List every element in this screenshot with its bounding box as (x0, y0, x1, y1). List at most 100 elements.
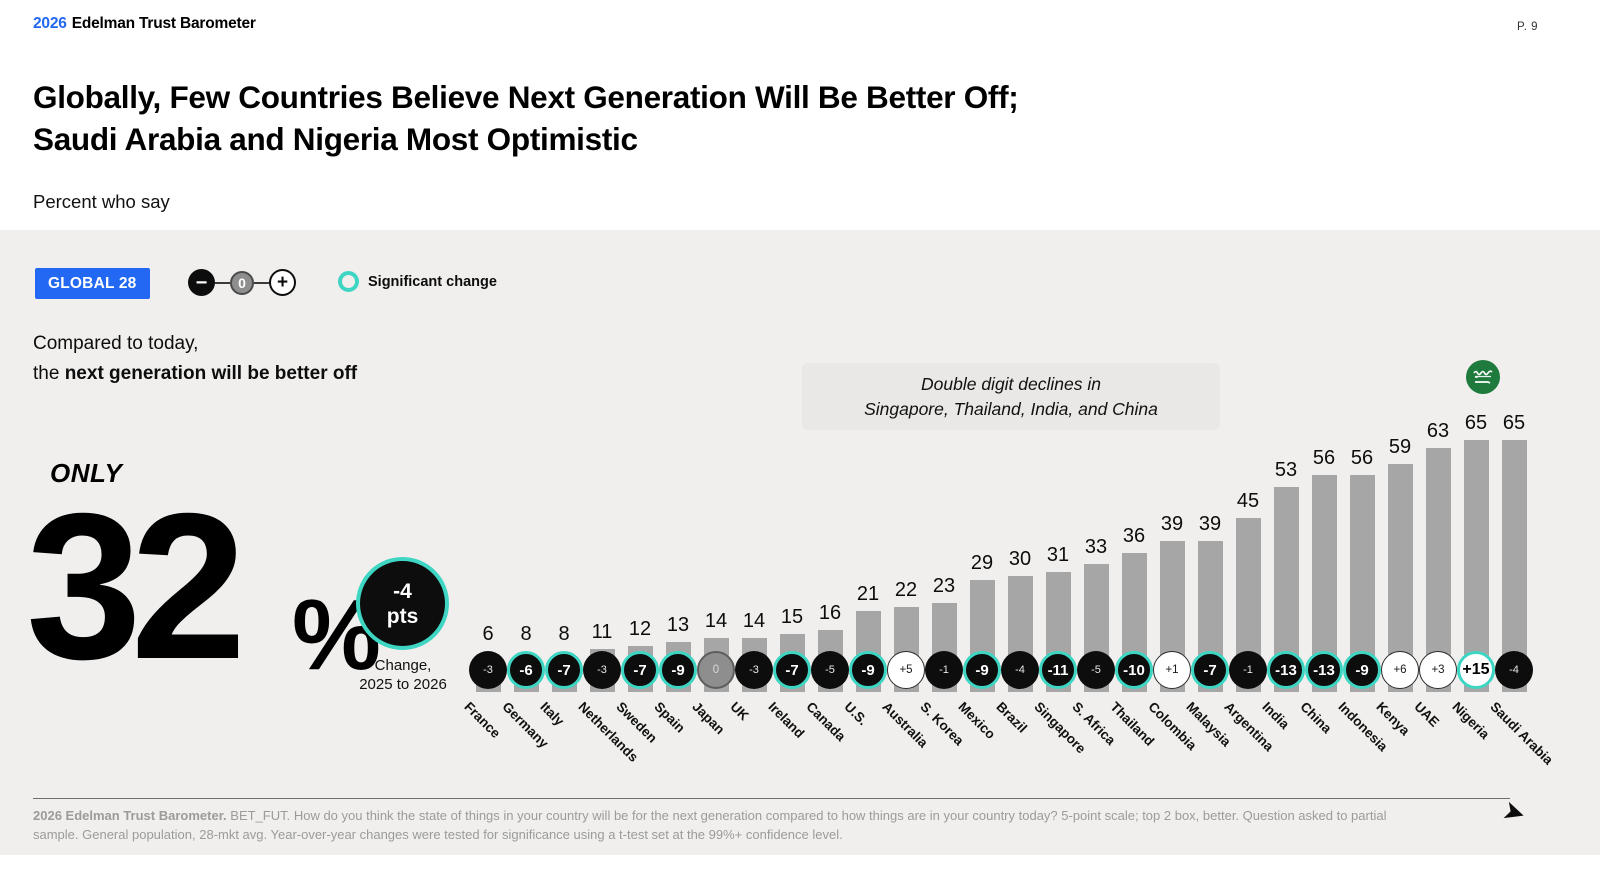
stepper-value: 0 (230, 270, 254, 295)
bar-value-label: 8 (520, 623, 532, 645)
country-label: Spain (651, 699, 688, 736)
footer-divider (33, 798, 1510, 799)
footer-line-1-rest: BET_FUT. How do you think the state of t… (226, 808, 1387, 823)
significant-change-legend: Significant change (338, 271, 497, 292)
brand-logo: 2026 Edelman Trust Barometer (33, 15, 256, 33)
footer-line-2: sample. General population, 28-mkt avg. … (33, 827, 843, 842)
bar-value-label: 59 (1388, 436, 1412, 458)
bar-value-label: 14 (742, 610, 766, 632)
statement-line-2: the next generation will be better off (33, 359, 357, 389)
saudi-arabia-flag-icon (1466, 360, 1500, 399)
country-label: Italy (537, 699, 568, 729)
bar-value-label: 29 (970, 552, 994, 574)
change-badge: -13 (1267, 651, 1305, 689)
statement-line-1: Compared to today, (33, 333, 199, 354)
bar (1501, 440, 1527, 692)
annotation-line-2: Singapore, Thailand, India, and China (864, 398, 1158, 419)
bar-value-label: 39 (1160, 513, 1184, 535)
only-label: ONLY (50, 458, 123, 488)
change-badge: -13 (1305, 651, 1343, 689)
change-badge: -3 (583, 651, 621, 689)
change-badge: -1 (925, 651, 963, 689)
bar-value-label: 65 (1464, 412, 1488, 434)
country-label: UAE (1411, 699, 1443, 730)
change-badge: -7 (545, 651, 583, 689)
change-badge: +5 (887, 651, 925, 689)
change-badge: -9 (849, 651, 887, 689)
bar-value-label: 63 (1426, 420, 1450, 442)
global-change-caption: Change, 2025 to 2026 (330, 656, 476, 694)
title-line-1: Globally, Few Countries Believe Next Gen… (33, 79, 1019, 115)
change-badge: -3 (469, 651, 507, 689)
country-label: France (461, 699, 504, 741)
caption-line-1: Change, (374, 657, 432, 674)
bar-value-label: 21 (856, 583, 880, 605)
country-label: Japan (689, 699, 728, 738)
bar-value-label: 22 (894, 579, 918, 601)
page-number: P. 9 (1517, 21, 1538, 33)
global-change-badge: -4 pts (356, 557, 449, 650)
global-change-unit: pts (386, 604, 419, 628)
statement-bold: next generation will be better off (64, 363, 358, 384)
global-change-value: -4 (393, 579, 412, 603)
bar-value-label: 13 (666, 614, 690, 636)
country-label: Saudi Arabia (1487, 699, 1557, 768)
annotation-line-1: Double digit declines in (921, 373, 1101, 394)
change-badge: 0 (697, 651, 735, 689)
change-badge: -11 (1039, 651, 1077, 689)
bar-value-label: 11 (591, 621, 613, 643)
change-badge: -5 (811, 651, 849, 689)
bar-value-label: 31 (1046, 544, 1070, 566)
statement-prefix: the (33, 363, 65, 384)
footer-source-bold: 2026 Edelman Trust Barometer. (33, 808, 227, 823)
bar-value-label: 15 (780, 606, 804, 628)
change-badge: -1 (1229, 651, 1267, 689)
logo-name: Edelman Trust Barometer (71, 15, 256, 32)
logo-year: 2026 (33, 15, 67, 32)
change-badge: +1 (1153, 651, 1191, 689)
change-badge: -9 (1343, 651, 1381, 689)
country-label: India (1259, 699, 1293, 732)
stepper-track (254, 281, 269, 284)
annotation-callout: Double digit declines in Singapore, Thai… (802, 363, 1220, 430)
significant-change-ring-icon (338, 271, 359, 292)
country-label: Brazil (993, 699, 1030, 736)
change-badge: -10 (1115, 651, 1153, 689)
bar-value-label: 30 (1008, 548, 1032, 570)
bar-value-label: 65 (1502, 412, 1526, 434)
change-badge: -7 (621, 651, 659, 689)
footer-source-note: 2026 Edelman Trust Barometer. BET_FUT. H… (33, 806, 1483, 844)
country-label: Nigeria (1449, 699, 1493, 742)
bar-value-label: 14 (704, 610, 728, 632)
change-badge: -4 (1495, 651, 1533, 689)
change-badge: -7 (1191, 651, 1229, 689)
change-badge: -9 (963, 651, 1001, 689)
stepper-minus-button[interactable]: − (188, 269, 215, 296)
bar-value-label: 53 (1274, 459, 1298, 481)
footer-line-1: 2026 Edelman Trust Barometer. BET_FUT. H… (33, 806, 1483, 825)
change-badge: -4 (1001, 651, 1039, 689)
title-line-2: Saudi Arabia and Nigeria Most Optimistic (33, 121, 638, 157)
change-badge: -6 (507, 651, 545, 689)
stepper-track (215, 281, 230, 284)
country-label: China (1297, 699, 1335, 737)
bar-value-label: 23 (932, 575, 956, 597)
bar-value-label: 56 (1350, 447, 1374, 469)
change-badge: -3 (735, 651, 773, 689)
year-stepper: − 0 + (188, 269, 296, 296)
bar-value-label: 39 (1198, 513, 1222, 535)
change-badge: +3 (1419, 651, 1457, 689)
bar-value-label: 45 (1236, 490, 1260, 512)
caption-line-2: 2025 to 2026 (359, 676, 447, 693)
bar-value-label: 12 (628, 618, 652, 640)
stepper-plus-button[interactable]: + (269, 269, 296, 296)
global-value: 32 (26, 471, 246, 703)
bar-value-label: 8 (558, 623, 570, 645)
country-label: Canada (803, 699, 849, 745)
global-28-button[interactable]: GLOBAL 28 (35, 268, 150, 299)
bar-value-label: 6 (482, 623, 494, 645)
bar-value-label: 33 (1084, 536, 1108, 558)
page-title: Globally, Few Countries Believe Next Gen… (33, 76, 1019, 160)
